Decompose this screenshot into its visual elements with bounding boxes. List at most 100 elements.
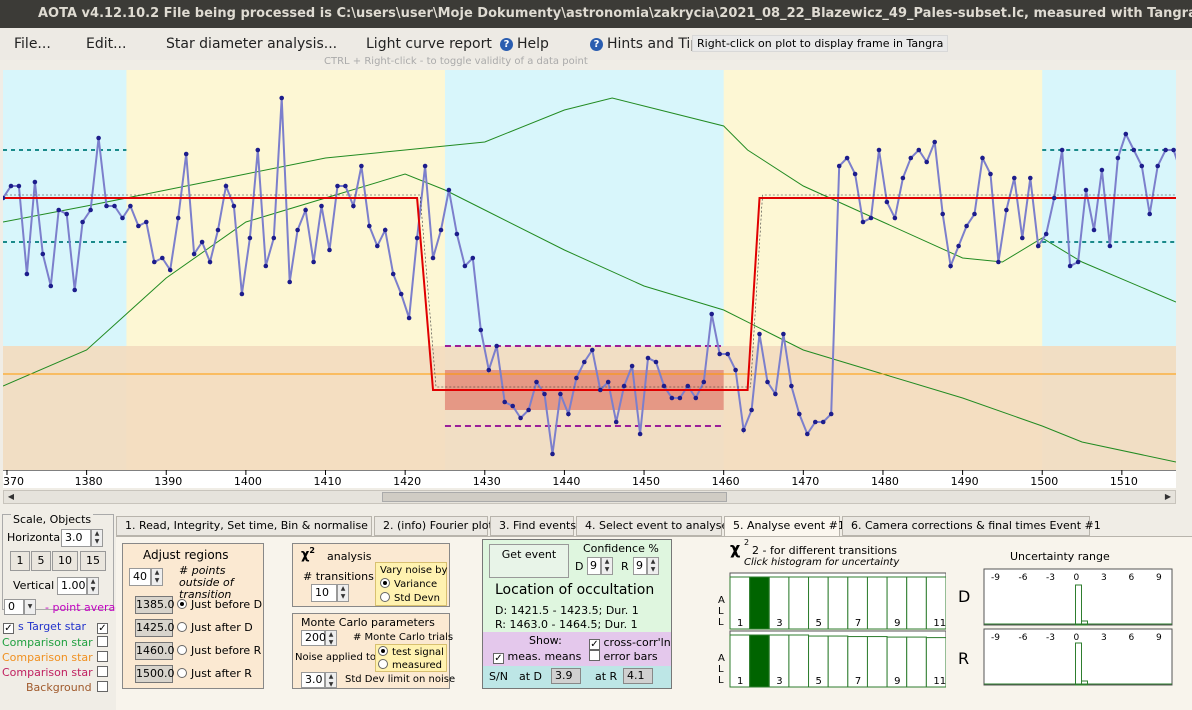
background-checkbox[interactable] (97, 681, 108, 694)
measured-radio[interactable]: measured (378, 659, 442, 671)
light-curve-plot[interactable] (3, 70, 1176, 470)
stepper-arrows-icon[interactable]: ▲ ▼ (325, 630, 337, 646)
point-average-value[interactable]: 0 (4, 599, 24, 615)
tab-analyse-event[interactable]: 5. Analyse event #1 (724, 516, 845, 537)
region-after-d-radio[interactable]: Just after D (177, 621, 253, 634)
comp3-checkbox[interactable] (97, 666, 108, 679)
point-average-select[interactable]: 0 ▼ (4, 599, 36, 615)
uncertainty-tick-d: 0 (1074, 573, 1080, 583)
region-before-r-value[interactable]: 1460.0 (135, 642, 175, 660)
x-tick-label: 1380 (75, 475, 103, 488)
confidence-d-stepper[interactable]: 9 ▲ ▼ (587, 557, 613, 575)
stepper-arrows-icon[interactable]: ▲ ▼ (647, 557, 659, 575)
stepper-arrows-icon[interactable]: ▲ ▼ (337, 584, 349, 602)
data-point (215, 227, 221, 233)
horizontal-value[interactable]: 3.0 (61, 529, 91, 547)
menu-star-diameter[interactable]: Star diameter analysis... (166, 36, 338, 52)
scale-button-15[interactable]: 15 (80, 551, 106, 571)
stepper-arrows-icon[interactable]: ▲ ▼ (325, 672, 337, 688)
cross-corr-checkbox[interactable]: ✓ cross-corr'ln (589, 636, 671, 650)
histogram-number-d: 9 (894, 618, 900, 629)
region-after-r-value[interactable]: 1500.0 (135, 665, 175, 683)
uncertainty-plots[interactable]: -9 -6 -3 0 3 6 9 -9 -6 -3 0 3 6 9 (982, 567, 1174, 691)
variance-radio[interactable]: Variance (380, 578, 437, 590)
data-point (964, 223, 969, 229)
sn-box: S/N at D 3.9 at R 4.1 (483, 666, 671, 688)
stepper-arrows-icon[interactable]: ▲ ▼ (151, 568, 163, 586)
comparison-star-curve (3, 173, 1176, 463)
data-point (733, 367, 738, 373)
vertical-label: Vertical (13, 579, 55, 592)
get-event-button[interactable]: Get event (489, 544, 569, 578)
confidence-r-value[interactable]: 9 (633, 557, 647, 575)
data-point (598, 387, 603, 393)
vertical-value[interactable]: 1.00 (57, 577, 87, 595)
region-after-d-value[interactable]: 1425.0 (135, 619, 175, 637)
region-before-d-radio[interactable]: Just before D (177, 598, 262, 611)
data-point (478, 327, 484, 333)
menu-edit[interactable]: Edit... (86, 36, 127, 52)
transitions-value[interactable]: 10 (311, 584, 337, 602)
scroll-thumb[interactable] (382, 492, 727, 502)
target-star-checkbox[interactable]: ✓ (3, 620, 14, 634)
test-signal-radio[interactable]: test signal (378, 646, 444, 658)
stepper-arrows-icon[interactable]: ▲ ▼ (91, 529, 103, 547)
menu-file[interactable]: File... (14, 36, 51, 52)
scale-button-5[interactable]: 5 (31, 551, 51, 571)
data-point (789, 383, 794, 389)
target-star-line (3, 97, 1176, 455)
vertical-stepper[interactable]: 1.00 ▲ ▼ (57, 577, 99, 595)
data-point (1004, 207, 1009, 213)
scroll-left-icon[interactable]: ◀ (7, 492, 15, 501)
region-before-d-value[interactable]: 1385.0 (135, 596, 175, 614)
mc-trials-stepper[interactable]: 200 ▲ ▼ (301, 630, 337, 646)
data-point (32, 179, 38, 185)
comp1-checkbox[interactable] (97, 636, 108, 649)
confidence-r-stepper[interactable]: 9 ▲ ▼ (633, 557, 659, 575)
mc-trials-value[interactable]: 200 (301, 630, 326, 646)
analyse-event-panel: Adjust regions 40 ▲ ▼ # points outside of … (116, 536, 1192, 710)
tab-read-integrity[interactable]: 1. Read, Integrity, Set time, Bin & norm… (116, 516, 372, 536)
data-point (1043, 231, 1049, 237)
error-bars-checkbox[interactable]: error bars (589, 650, 658, 663)
data-point (16, 183, 22, 189)
sd-limit-value[interactable]: 3.0 (301, 672, 325, 688)
menu-hints[interactable]: ? Hints and Tips (590, 36, 707, 52)
std-devn-radio[interactable]: Std Devn (380, 592, 440, 604)
data-point (574, 375, 579, 381)
histogram-title: 2 - for different transitions (752, 544, 897, 557)
data-point (805, 431, 810, 437)
comp2-checkbox[interactable] (97, 651, 108, 664)
meas-means-checkbox[interactable]: ✓ meas. means (493, 650, 581, 664)
stepper-arrows-icon[interactable]: ▲ ▼ (87, 577, 99, 595)
dropdown-icon[interactable]: ▼ (24, 599, 36, 615)
scale-button-1[interactable]: 1 (10, 551, 30, 571)
data-point (1028, 175, 1033, 181)
tab-select-event[interactable]: 4. Select event to analyse (576, 516, 728, 536)
scroll-right-icon[interactable]: ▶ (1164, 492, 1172, 501)
transitions-stepper[interactable]: 10 ▲ ▼ (311, 584, 349, 602)
menu-help[interactable]: ? Help (500, 36, 549, 52)
menu-light-curve-report[interactable]: Light curve report (366, 36, 492, 52)
target-star-checkbox-2[interactable]: ✓ (97, 620, 108, 634)
menu-help-label: Help (517, 36, 549, 52)
data-point (820, 419, 826, 425)
tab-fourier[interactable]: 2. (info) Fourier plot (374, 516, 493, 536)
scale-button-10[interactable]: 10 (52, 551, 78, 571)
tab-camera-corrections[interactable]: 6. Camera corrections & final times Even… (842, 516, 1101, 536)
data-point (175, 215, 181, 221)
horizontal-stepper[interactable]: 3.0 ▲ ▼ (61, 529, 103, 547)
data-point (319, 203, 324, 209)
legend-comp-star-2: Comparison star 2 (2, 651, 104, 664)
points-outside-stepper[interactable]: 40 ▲ ▼ (129, 568, 163, 586)
confidence-d-value[interactable]: 9 (587, 557, 601, 575)
sd-limit-stepper[interactable]: 3.0 ▲ ▼ (301, 672, 337, 688)
region-after-r-radio[interactable]: Just after R (177, 667, 252, 680)
plot-scrollbar[interactable]: ◀ ▶ (3, 490, 1176, 504)
region-before-r-radio[interactable]: Just before R (177, 644, 261, 657)
x-axis: 370 1380 1390 1400 1410 1420 1430 1440 1450 1460 1… (3, 470, 1176, 488)
tab-find-events[interactable]: 3. Find events (490, 516, 576, 536)
stepper-arrows-icon[interactable]: ▲ ▼ (601, 557, 613, 575)
points-outside-value[interactable]: 40 (129, 568, 151, 586)
